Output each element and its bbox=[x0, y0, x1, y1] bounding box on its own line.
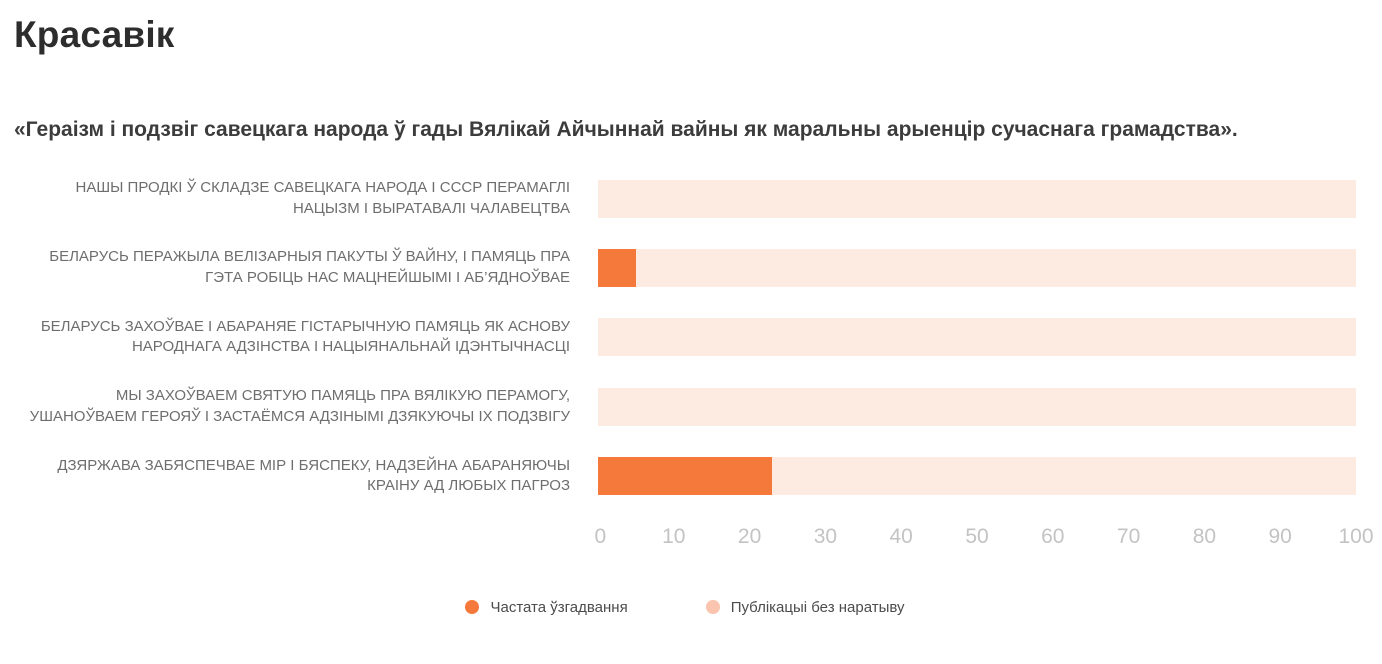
x-tick-label: 10 bbox=[662, 524, 686, 548]
bar-segment-no-narrative bbox=[598, 179, 1356, 218]
legend-dot-no-narrative bbox=[705, 600, 720, 615]
bar-segment-mentions bbox=[598, 457, 773, 496]
x-tick-label: 70 bbox=[1116, 524, 1141, 548]
chart-rows: НАШЫ ПРОДКІ Ў СКЛАДЗЕ САВЕЦКАГА НАРОДА І… bbox=[14, 178, 1356, 497]
bar-segment-no-narrative bbox=[598, 387, 1356, 426]
x-tick-label: 80 bbox=[1192, 524, 1217, 548]
chart-row: НАШЫ ПРОДКІ Ў СКЛАДЗЕ САВЕЦКАГА НАРОДА І… bbox=[14, 178, 1356, 219]
chart-row: БЕЛАРУСЬ ЗАХОЎВАЕ І АБАРАНЯЕ ГІСТАРЫЧНУЮ… bbox=[14, 317, 1356, 358]
bar-segment-no-narrative bbox=[635, 249, 1356, 288]
legend-item-mentions[interactable]: Частата ўзгадвання bbox=[465, 598, 628, 616]
x-tick-label: 30 bbox=[813, 524, 838, 548]
chart-subtitle: «Гераізм і подзвіг савецкага народа ў га… bbox=[14, 118, 1238, 141]
report-page: Красавік «Гераізм і подзвіг савецкага на… bbox=[0, 14, 1382, 616]
category-label: БЕЛАРУСЬ ПЕРАЖЫЛА ВЕЛІЗАРНЫЯ ПАКУТЫ Ў ВА… bbox=[49, 248, 570, 287]
category-label: НАШЫ ПРОДКІ Ў СКЛАДЗЕ САВЕЦКАГА НАРОДА І… bbox=[75, 179, 570, 217]
x-tick-label: 0 bbox=[594, 524, 607, 548]
legend-item-no-narrative[interactable]: Публікацыі без наратыву bbox=[705, 598, 905, 616]
bar-segment-mentions bbox=[598, 249, 636, 288]
x-axis: 0 10 20 30 40 50 60 70 80 90 100 bbox=[594, 524, 1373, 553]
bar-track bbox=[598, 318, 1356, 357]
legend-dot-mentions bbox=[465, 600, 480, 615]
page-title: Красавік bbox=[14, 14, 175, 55]
x-tick-label: 100 bbox=[1338, 524, 1374, 548]
x-tick-label: 20 bbox=[737, 524, 762, 548]
bar-track bbox=[598, 457, 1356, 496]
bar-chart: НАШЫ ПРОДКІ Ў СКЛАДЗЕ САВЕЦКАГА НАРОДА І… bbox=[14, 178, 1374, 616]
x-tick-label: 60 bbox=[1041, 524, 1065, 548]
chart-row: ДЗЯРЖАВА ЗАБЯСПЕЧВАЕ МІР І БЯСПЕКУ, НАДЗ… bbox=[14, 456, 1356, 497]
chart-row: БЕЛАРУСЬ ПЕРАЖЫЛА ВЕЛІЗАРНЫЯ ПАКУТЫ Ў ВА… bbox=[14, 247, 1356, 288]
x-tick-label: 50 bbox=[965, 524, 989, 548]
bar-segment-no-narrative bbox=[598, 318, 1356, 357]
category-label: БЕЛАРУСЬ ЗАХОЎВАЕ І АБАРАНЯЕ ГІСТАРЫЧНУЮ… bbox=[40, 317, 570, 356]
x-tick-label: 90 bbox=[1268, 524, 1292, 548]
bar-track bbox=[598, 249, 1356, 288]
chart-legend: Частата ўзгадвання Публікацыі без наратыв… bbox=[14, 599, 1356, 616]
chart-row: МЫ ЗАХОЎВАЕМ СВЯТУЮ ПАМЯЦЬ ПРА ВЯЛІКУЮ П… bbox=[14, 386, 1356, 427]
bar-track bbox=[598, 387, 1356, 426]
x-tick-label: 40 bbox=[889, 524, 913, 548]
bar-segment-no-narrative bbox=[772, 457, 1356, 496]
bar-track bbox=[598, 179, 1356, 218]
category-label: МЫ ЗАХОЎВАЕМ СВЯТУЮ ПАМЯЦЬ ПРА ВЯЛІКУЮ П… bbox=[29, 387, 570, 425]
legend-label: Частата ўзгадвання bbox=[490, 598, 628, 616]
category-label: ДЗЯРЖАВА ЗАБЯСПЕЧВАЕ МІР І БЯСПЕКУ, НАДЗ… bbox=[57, 456, 570, 495]
legend-label: Публікацыі без наратыву bbox=[730, 598, 905, 616]
